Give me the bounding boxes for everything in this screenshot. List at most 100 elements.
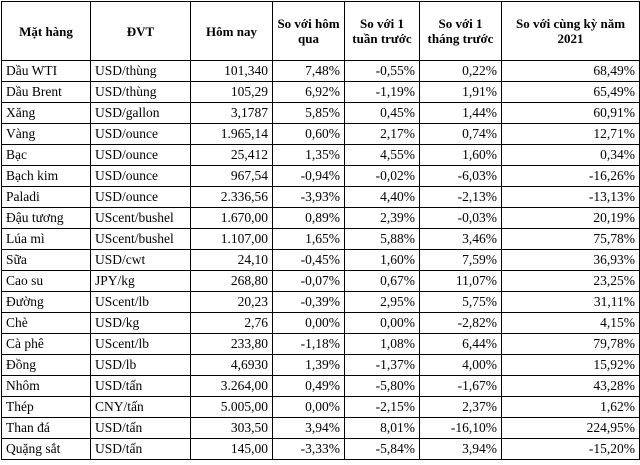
change-day-cell: 0,00% [272,312,345,334]
change-day-cell: 0,49% [272,375,345,397]
unit-cell: USD/tấn [90,375,191,397]
commodity-cell: Than đá [1,417,91,439]
change-year-cell: 15,92% [501,354,640,376]
commodity-cell: Bạc [1,144,91,166]
commodity-cell: Cà phê [1,333,91,355]
unit-cell: USD/ounce [90,123,191,145]
change-week-cell: 2,17% [344,123,420,145]
today-price-cell: 967,54 [190,165,273,187]
header-row: Mặt hàng ĐVT Hôm nay So với hôm qua So v… [1,1,640,61]
today-price-cell: 1.670,00 [190,207,273,229]
change-year-cell: 75,78% [501,228,640,250]
header-vs-yesterday: So với hôm qua [272,1,345,61]
change-week-cell: -5,84% [344,438,420,460]
today-price-cell: 233,80 [190,333,273,355]
change-day-cell: 7,48% [272,60,345,82]
table-row: Lúa mì UScent/bushel 1.107,00 1,65% 5,88% 3,4… [1,228,640,250]
change-month-cell: -16,10% [419,417,502,439]
change-month-cell: 2,37% [419,396,502,418]
unit-cell: USD/thùng [90,81,191,103]
change-month-cell: 4,00% [419,354,502,376]
today-price-cell: 25,412 [190,144,273,166]
change-year-cell: 1,62% [501,396,640,418]
commodity-cell: Đậu tương [1,207,91,229]
table-row: Thép CNY/tấn 5.005,00 0,00% -2,15% 2,37% 1,62% [1,396,640,418]
change-month-cell: 7,59% [419,249,502,271]
change-month-cell: 1,44% [419,102,502,124]
change-week-cell: 0,00% [344,312,420,334]
table-row: Cà phê UScent/lb 233,80 -1,18% 1,08% 6,44% 79,… [1,333,640,355]
today-price-cell: 5.005,00 [190,396,273,418]
unit-cell: USD/cwt [90,249,191,271]
change-day-cell: 3,94% [272,417,345,439]
change-week-cell: 8,01% [344,417,420,439]
change-month-cell: -2,82% [419,312,502,334]
table-row: Dầu WTI USD/thùng 101,340 7,48% -0,55% 0,22% 6… [1,60,640,82]
change-month-cell: 0,74% [419,123,502,145]
change-week-cell: 4,55% [344,144,420,166]
unit-cell: USD/kg [90,312,191,334]
unit-cell: USD/ounce [90,165,191,187]
change-week-cell: -2,15% [344,396,420,418]
change-month-cell: -0,03% [419,207,502,229]
change-day-cell: 0,89% [272,207,345,229]
header-unit: ĐVT [90,1,191,61]
change-month-cell: 0,22% [419,60,502,82]
commodity-cell: Dầu Brent [1,81,91,103]
change-year-cell: 0,34% [501,144,640,166]
change-week-cell: 0,67% [344,270,420,292]
change-week-cell: -0,55% [344,60,420,82]
header-vs-same-period-2021: So với cùng kỳ năm 2021 [501,1,640,61]
commodity-cell: Đồng [1,354,91,376]
commodity-cell: Dầu WTI [1,60,91,82]
change-year-cell: 12,71% [501,123,640,145]
change-month-cell: -2,13% [419,186,502,208]
change-week-cell: -1,37% [344,354,420,376]
header-today: Hôm nay [190,1,273,61]
table-row: Xăng USD/gallon 3,1787 5,85% 0,45% 1,44% 60,91… [1,102,640,124]
change-day-cell: 5,85% [272,102,345,124]
commodity-cell: Lúa mì [1,228,91,250]
header-commodity: Mặt hàng [1,1,91,61]
commodity-cell: Đường [1,291,91,313]
change-day-cell: 1,39% [272,354,345,376]
header-vs-last-week: So với 1 tuần trước [344,1,420,61]
table-row: Đậu tương UScent/bushel 1.670,00 0,89% 2,39%… [1,207,640,229]
change-year-cell: 60,91% [501,102,640,124]
change-day-cell: -0,39% [272,291,345,313]
today-price-cell: 24,10 [190,249,273,271]
change-month-cell: -6,03% [419,165,502,187]
today-price-cell: 268,80 [190,270,273,292]
table-row: Cao su JPY/kg 268,80 -0,07% 0,67% 11,07% 23,25… [1,270,640,292]
unit-cell: USD/gallon [90,102,191,124]
unit-cell: USD/tấn [90,417,191,439]
today-price-cell: 101,340 [190,60,273,82]
today-price-cell: 2,76 [190,312,273,334]
unit-cell: USD/ounce [90,186,191,208]
change-week-cell: -0,02% [344,165,420,187]
unit-cell: CNY/tấn [90,396,191,418]
change-year-cell: -15,20% [501,438,640,460]
change-year-cell: 68,49% [501,60,640,82]
table-row: Vàng USD/ounce 1.965,14 0,60% 2,17% 0,74% 12,7… [1,123,640,145]
change-year-cell: 31,11% [501,291,640,313]
change-day-cell: 0,60% [272,123,345,145]
commodity-cell: Quặng sắt [1,438,91,460]
commodity-cell: Vàng [1,123,91,145]
change-year-cell: 43,28% [501,375,640,397]
change-day-cell: -0,45% [272,249,345,271]
change-month-cell: 11,07% [419,270,502,292]
change-year-cell: 224,95% [501,417,640,439]
table-row: Bạch kim USD/ounce 967,54 -0,94% -0,02% -6,03… [1,165,640,187]
today-price-cell: 3.264,00 [190,375,273,397]
commodity-cell: Cao su [1,270,91,292]
change-year-cell: 65,49% [501,81,640,103]
change-day-cell: -1,18% [272,333,345,355]
table-row: Nhôm USD/tấn 3.264,00 0,49% -5,80% -1,67% 43,2… [1,375,640,397]
commodity-cell: Xăng [1,102,91,124]
change-year-cell: 4,15% [501,312,640,334]
table-row: Sữa USD/cwt 24,10 -0,45% 1,60% 7,59% 36,93% [1,249,640,271]
commodity-cell: Chè [1,312,91,334]
table-row: Paladi USD/ounce 2.336,56 -3,93% 4,40% -2,13%… [1,186,640,208]
